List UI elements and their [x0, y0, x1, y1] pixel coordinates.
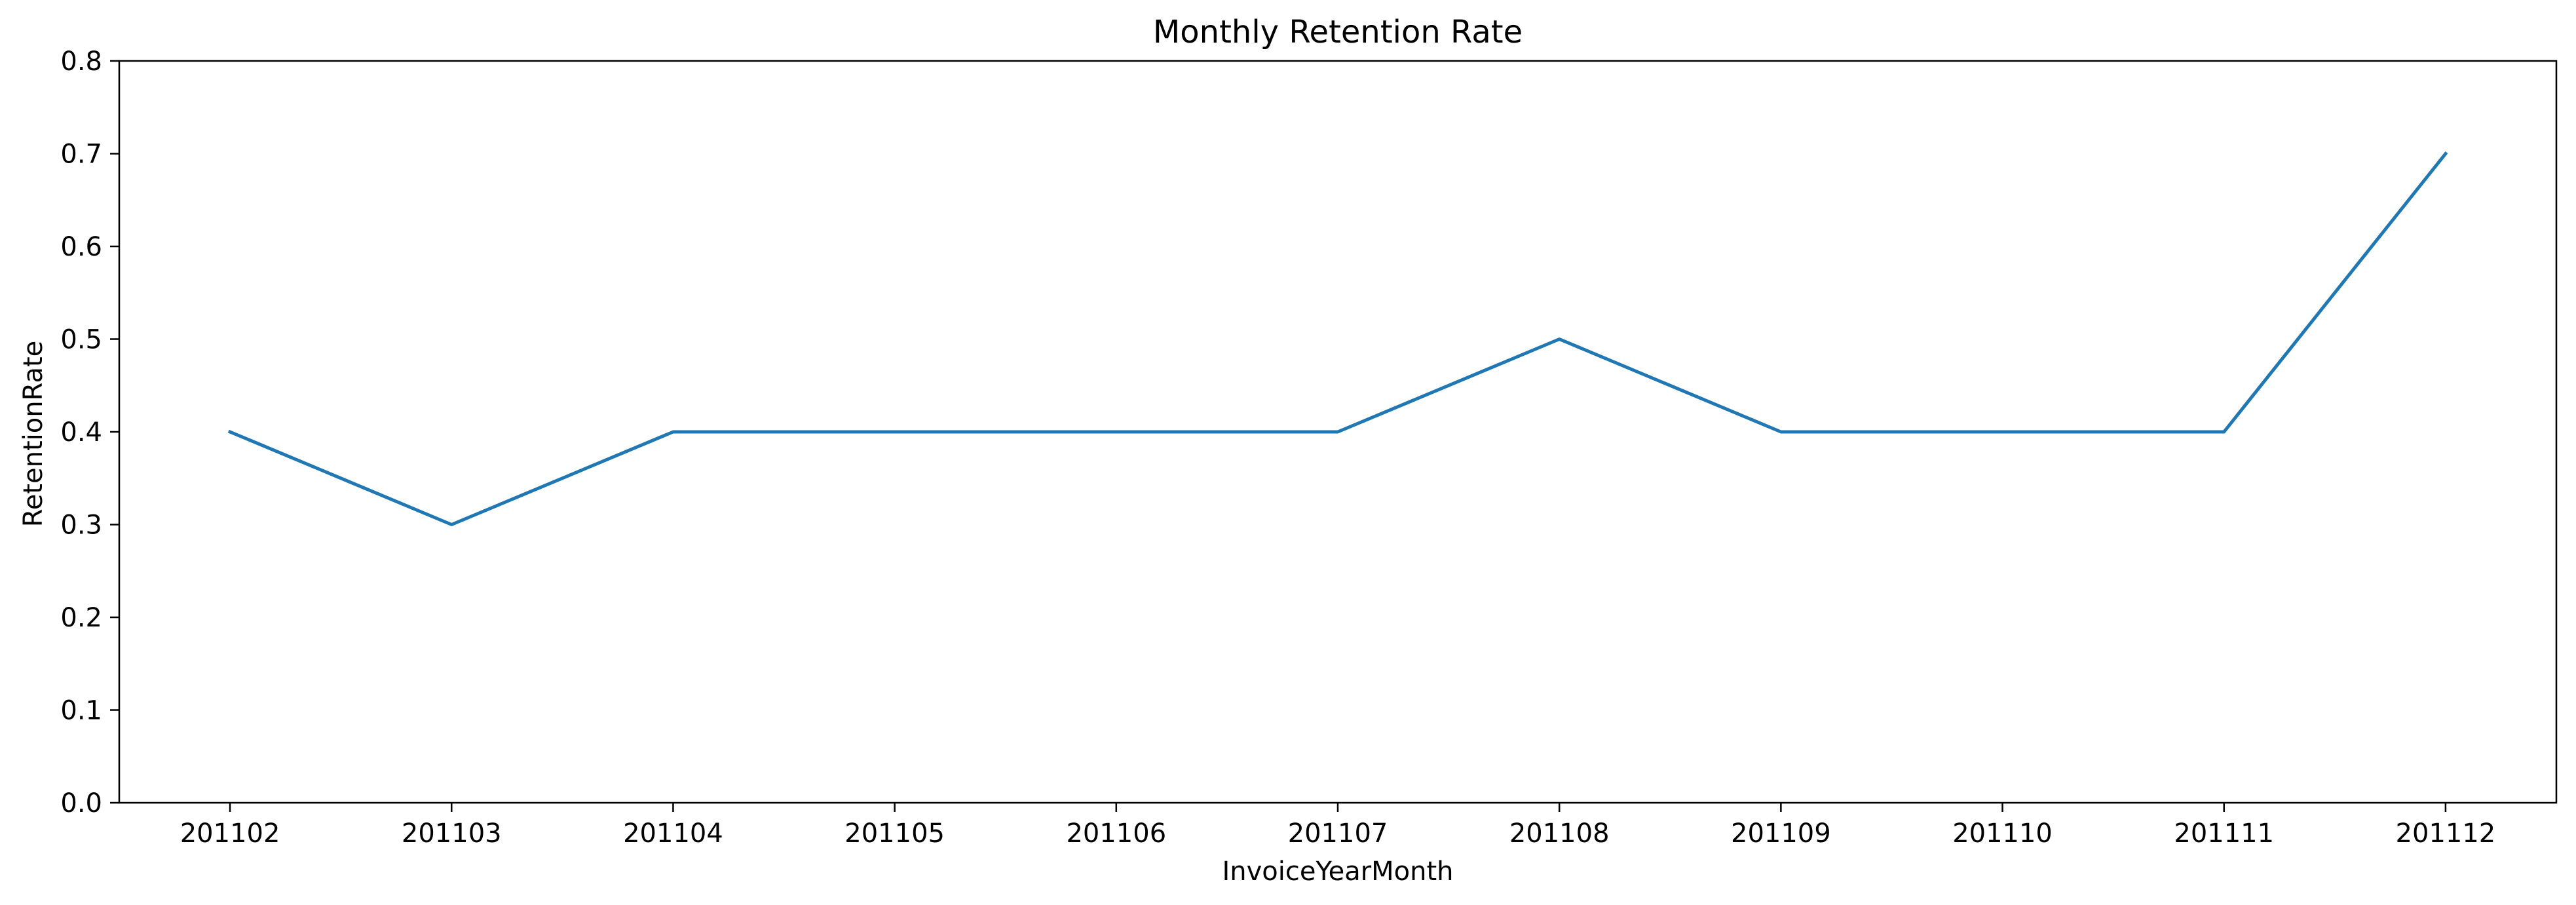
y-tick-label: 0.3 [60, 510, 102, 541]
x-axis: 201102 201103 201104 201105 201106 201107 2011… [180, 803, 2496, 849]
x-tick-label: 201108 [1509, 818, 1610, 849]
x-tick-label: 201109 [1731, 818, 1831, 849]
x-tick-label: 201102 [180, 818, 280, 849]
x-tick-label: 201111 [2174, 818, 2274, 849]
y-axis: 0.0 0.1 0.2 0.3 0.4 0.5 0.6 0.7 0.8 [60, 47, 119, 818]
y-axis-label: RetentionRate [18, 341, 48, 528]
x-tick-label: 201103 [402, 818, 502, 849]
x-tick-label: 201105 [844, 818, 945, 849]
x-tick-label: 201106 [1066, 818, 1166, 849]
x-tick-label: 201110 [1952, 818, 2053, 849]
y-tick-label: 0.5 [60, 325, 102, 355]
x-tick-label: 201107 [1288, 818, 1388, 849]
y-tick-label: 0.0 [60, 788, 102, 818]
y-tick-label: 0.1 [60, 696, 102, 726]
series-group [227, 151, 2448, 526]
x-tick-label: 201112 [2396, 818, 2496, 849]
x-axis-label: InvoiceYearMonth [1222, 857, 1453, 887]
series-line [227, 151, 2448, 526]
y-tick-label: 0.8 [60, 47, 102, 77]
x-tick-label: 201104 [623, 818, 723, 849]
y-tick-label: 0.2 [60, 603, 102, 633]
y-tick-label: 0.7 [60, 140, 102, 170]
y-tick-label: 0.6 [60, 232, 102, 262]
y-tick-label: 0.4 [60, 417, 102, 448]
plot-frame [118, 60, 2558, 804]
chart-title: Monthly Retention Rate [1153, 14, 1523, 50]
